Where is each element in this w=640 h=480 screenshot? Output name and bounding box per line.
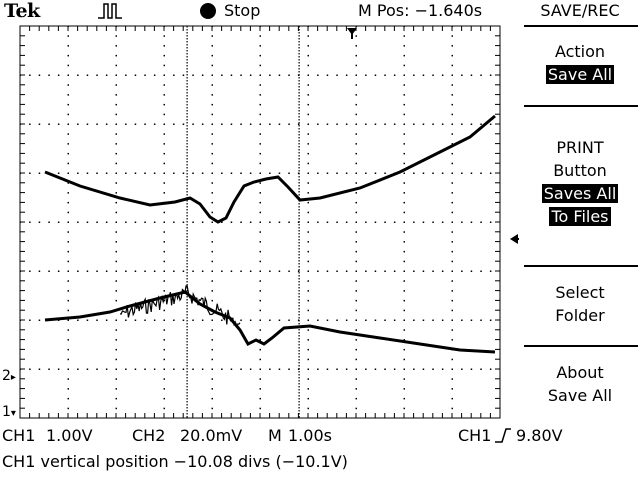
side-menu: SAVE/REC Action Save All PRINT Button Sa… (520, 0, 640, 424)
print-label-2: Button (553, 161, 607, 180)
ch1-label: CH1 (2, 426, 36, 445)
menu-title: SAVE/REC (540, 1, 620, 20)
timebase-label: M (268, 426, 282, 445)
rising-edge-icon (494, 427, 512, 447)
menu-divider (524, 25, 638, 27)
print-label-1: PRINT (556, 138, 604, 157)
action-label: Action (554, 42, 606, 61)
channel-status-bar: CH1 1.00V CH2 20.0mV M 1.00s CH1 9.80V (0, 426, 640, 448)
select-folder-label-2: Folder (555, 306, 605, 325)
trigger-source: CH1 (458, 426, 492, 445)
waveform-display[interactable] (0, 22, 520, 424)
about-label-1: About (556, 363, 604, 382)
ch2-scale: 20.0mV (180, 426, 243, 445)
action-value: Save All (545, 65, 615, 84)
select-folder-menu-button[interactable]: Select Folder (520, 281, 640, 327)
select-folder-label-1: Select (555, 283, 605, 302)
trace-ch1 (44, 114, 496, 224)
trace-ch2 (44, 285, 496, 354)
graticule (19, 25, 501, 419)
ch2-label: CH2 (132, 426, 166, 445)
ch1-ground-marker: 1▾ (2, 404, 16, 420)
about-save-all-menu-button[interactable]: About Save All (520, 361, 640, 407)
menu-divider (524, 345, 638, 347)
menu-divider (524, 105, 638, 107)
menu-divider (524, 265, 638, 267)
print-value-1: Saves All (541, 184, 619, 203)
pulse-icon (98, 3, 122, 19)
trigger-level: 9.80V (516, 426, 563, 445)
ch1-scale: 1.00V (46, 426, 93, 445)
action-menu-button[interactable]: Action Save All (520, 40, 640, 86)
message-line: CH1 vertical position −10.08 divs (−10.1… (2, 452, 348, 471)
print-button-menu-button[interactable]: PRINT Button Saves All To Files (520, 136, 640, 228)
ch2-ground-marker: 2▸ (2, 368, 16, 384)
run-state-indicator-icon (200, 3, 216, 19)
about-label-2: Save All (547, 386, 613, 405)
brand-logo: Tek (4, 0, 40, 22)
trigger-position-marker-icon (347, 28, 357, 39)
horizontal-position-readout: M Pos: −1.640s (358, 1, 483, 20)
print-value-2: To Files (549, 207, 611, 226)
top-status-bar: Tek Stop M Pos: −1.640s (0, 0, 520, 22)
run-state-text: Stop (224, 1, 261, 20)
timebase-scale: 1.00s (288, 426, 332, 445)
